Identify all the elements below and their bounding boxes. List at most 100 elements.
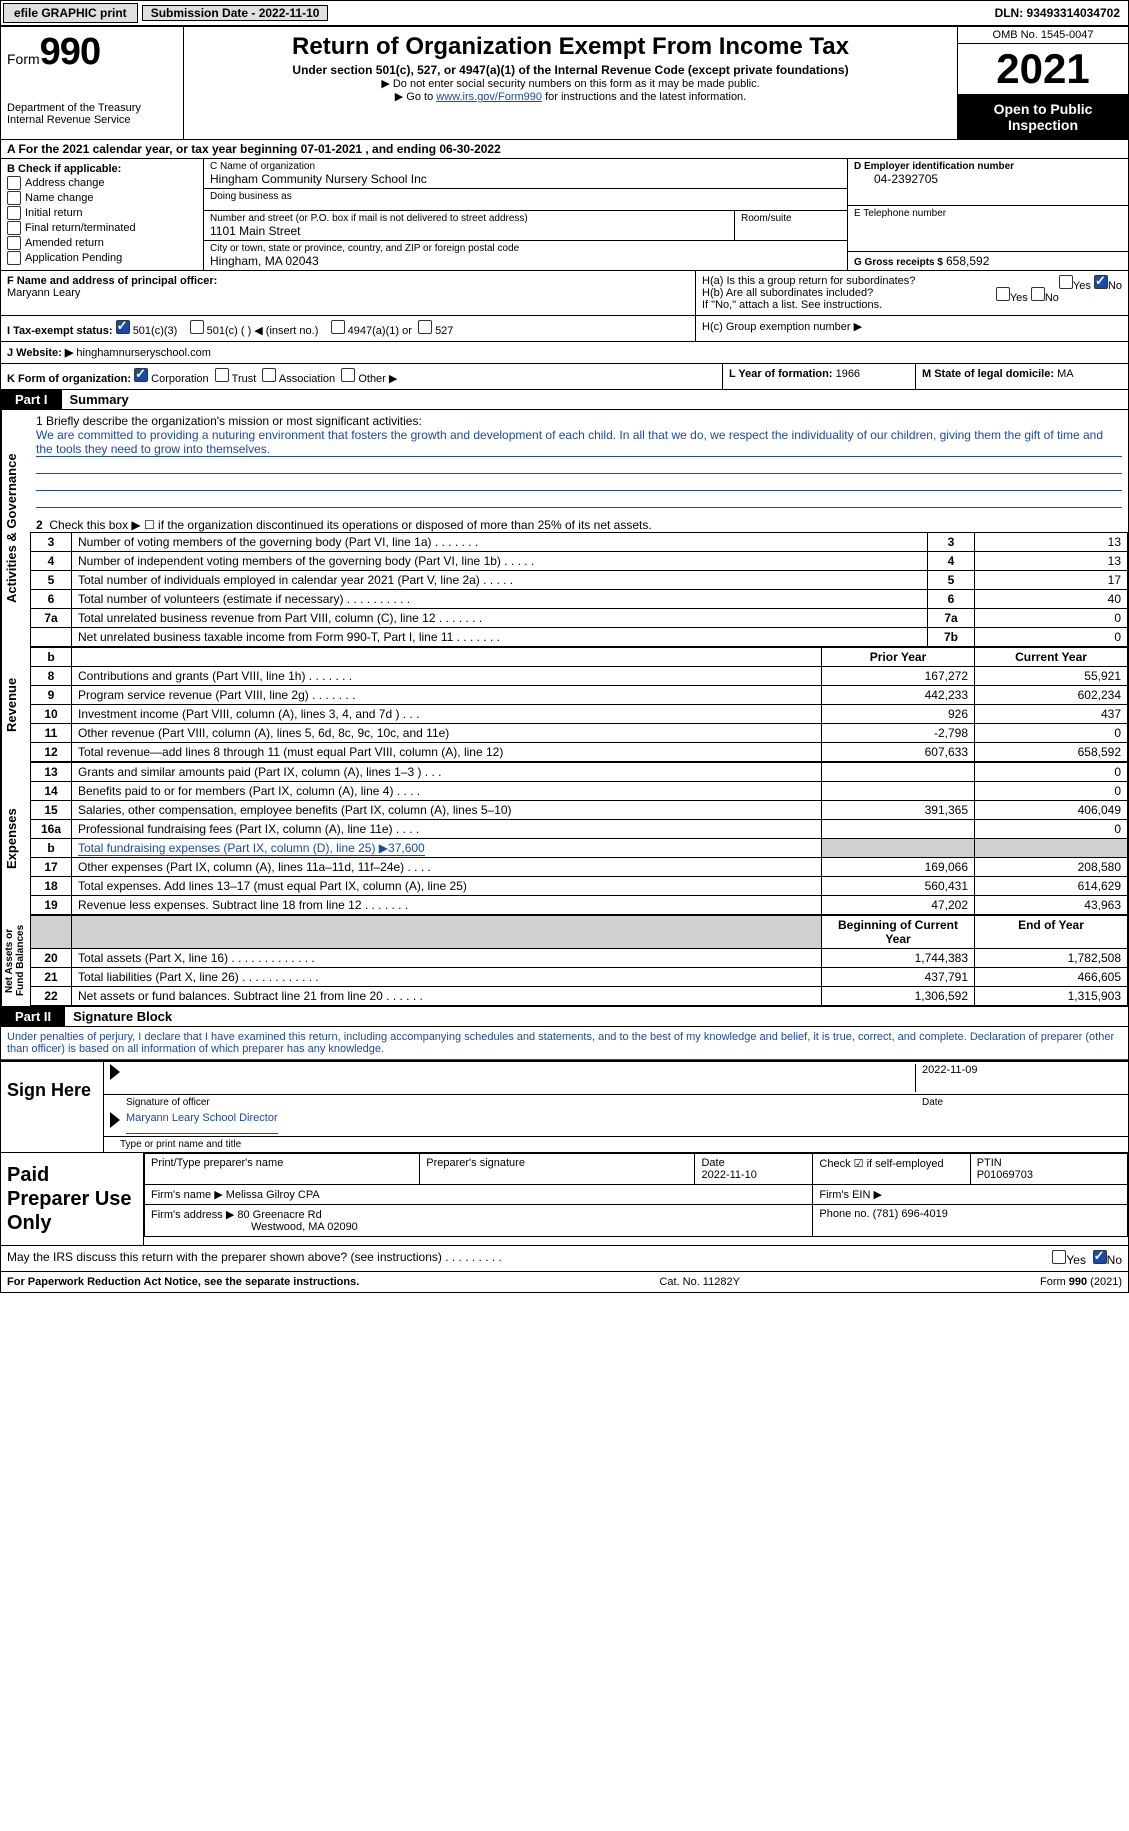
- form-title: Return of Organization Exempt From Incom…: [190, 33, 951, 61]
- governance-block: Activities & Governance 1 Briefly descri…: [1, 410, 1128, 647]
- section-b-header: B Check if applicable:: [7, 163, 197, 175]
- prep-date-label: Date: [701, 1157, 724, 1169]
- lbl-pending: Application Pending: [25, 252, 122, 264]
- prep-date: 2022-11-10: [701, 1169, 756, 1181]
- section-b: B Check if applicable: Address change Na…: [1, 159, 204, 270]
- footer-left: For Paperwork Reduction Act Notice, see …: [7, 1276, 359, 1288]
- chk-assoc[interactable]: [262, 368, 276, 382]
- sig-date-label: Date: [922, 1097, 1122, 1108]
- ha-yes[interactable]: [1059, 275, 1073, 289]
- city-value: Hingham, MA 02043: [210, 254, 841, 268]
- self-employed-check: Check ☑ if self-employed: [813, 1154, 970, 1185]
- discuss-text: May the IRS discuss this return with the…: [7, 1250, 1052, 1267]
- officer-h-row: F Name and address of principal officer:…: [1, 270, 1128, 315]
- section-f-label: F Name and address of principal officer:: [7, 275, 217, 287]
- street-label: Number and street (or P.O. box if mail i…: [210, 213, 728, 224]
- chk-527[interactable]: [418, 320, 432, 334]
- discuss-yes[interactable]: [1052, 1250, 1066, 1264]
- chk-4947[interactable]: [331, 320, 345, 334]
- section-d: D Employer identification number 04-2392…: [847, 159, 1128, 270]
- firm-addr1: 80 Greenacre Rd: [237, 1209, 321, 1221]
- dba-label: Doing business as: [210, 191, 841, 202]
- officer-name: Maryann Leary: [7, 287, 80, 299]
- part1-bar: Part I Summary: [1, 389, 1128, 410]
- period-line: A For the 2021 calendar year, or tax yea…: [1, 140, 1128, 159]
- opt-527: 527: [435, 325, 453, 337]
- section-j-label: J Website: ▶: [7, 347, 73, 359]
- street-value: 1101 Main Street: [210, 224, 728, 238]
- form-container: efile GRAPHIC print Submission Date - 20…: [0, 0, 1129, 1293]
- underline-2: [36, 476, 1122, 491]
- chk-initial[interactable]: [7, 206, 21, 220]
- name-title-label: Type or print name and title: [104, 1137, 1128, 1152]
- firm-phone: (781) 696-4019: [873, 1208, 948, 1220]
- efile-print-button[interactable]: efile GRAPHIC print: [3, 3, 138, 23]
- submission-date: Submission Date - 2022-11-10: [142, 5, 329, 21]
- declaration-text: Under penalties of perjury, I declare th…: [1, 1027, 1128, 1060]
- governance-table: 3Number of voting members of the governi…: [30, 532, 1128, 647]
- chk-other[interactable]: [341, 368, 355, 382]
- gross-label: G Gross receipts $: [854, 257, 943, 268]
- sign-date: 2022-11-09: [915, 1064, 1122, 1092]
- entity-section: B Check if applicable: Address change Na…: [1, 159, 1128, 270]
- chk-amended[interactable]: [7, 236, 21, 250]
- officer-name-title: Maryann Leary School Director: [126, 1112, 278, 1134]
- lbl-initial: Initial return: [25, 207, 82, 219]
- part2-title: Signature Block: [65, 1009, 172, 1024]
- hb-yes[interactable]: [996, 287, 1010, 301]
- note-ssn: ▶ Do not enter social security numbers o…: [190, 77, 951, 90]
- netassets-block: Net Assets orFund Balances Beginning of …: [1, 915, 1128, 1006]
- vtab-expenses: Expenses: [1, 762, 30, 915]
- chk-corp[interactable]: [134, 368, 148, 382]
- footer: For Paperwork Reduction Act Notice, see …: [1, 1271, 1128, 1292]
- gross-value: 658,592: [946, 254, 989, 268]
- ptin-value: P01069703: [977, 1169, 1033, 1181]
- line2-text: 2 Check this box ▶ ☐ if the organization…: [30, 514, 1128, 532]
- chk-501c[interactable]: [190, 320, 204, 334]
- opt-other: Other ▶: [358, 373, 397, 385]
- footer-center: Cat. No. 11282Y: [659, 1276, 740, 1288]
- phone-label: E Telephone number: [854, 208, 1122, 219]
- state-domicile: MA: [1057, 368, 1074, 380]
- chk-name[interactable]: [7, 191, 21, 205]
- vtab-netassets: Net Assets orFund Balances: [1, 915, 30, 1006]
- mission-text: We are committed to providing a nuturing…: [36, 428, 1122, 457]
- arrow-icon-2: [110, 1112, 120, 1128]
- footer-right: Form 990 (2021): [1040, 1276, 1122, 1288]
- vtab-governance: Activities & Governance: [1, 410, 30, 647]
- underline-1: [36, 459, 1122, 474]
- print-name-label: Print/Type preparer's name: [145, 1154, 420, 1185]
- discuss-no[interactable]: [1093, 1250, 1107, 1264]
- header-left: Form990 Department of the Treasury Inter…: [1, 27, 184, 139]
- lbl-amended: Amended return: [25, 237, 104, 249]
- revenue-table: bPrior YearCurrent Year 8Contributions a…: [30, 647, 1128, 762]
- part2-label: Part II: [1, 1007, 65, 1026]
- firm-ein-label: Firm's EIN ▶: [813, 1185, 1128, 1205]
- org-form-row: K Form of organization: Corporation Trus…: [1, 363, 1128, 389]
- chk-final[interactable]: [7, 221, 21, 235]
- firm-name: Melissa Gilroy CPA: [226, 1189, 320, 1201]
- prep-sig-label: Preparer's signature: [420, 1154, 695, 1185]
- dln-label: DLN: 93493314034702: [995, 6, 1128, 20]
- hb-no[interactable]: [1031, 287, 1045, 301]
- topbar: efile GRAPHIC print Submission Date - 20…: [1, 1, 1128, 27]
- chk-pending[interactable]: [7, 251, 21, 265]
- room-label: Room/suite: [741, 213, 841, 224]
- paid-preparer-label: Paid Preparer Use Only: [1, 1153, 144, 1245]
- ha-no[interactable]: [1094, 275, 1108, 289]
- opt-501c3: 501(c)(3): [133, 325, 178, 337]
- expenses-block: Expenses 13Grants and similar amounts pa…: [1, 762, 1128, 915]
- arrow-icon: [110, 1064, 120, 1080]
- dept-treasury: Department of the Treasury: [7, 102, 177, 114]
- firm-phone-label: Phone no.: [819, 1208, 869, 1220]
- chk-trust[interactable]: [215, 368, 229, 382]
- irs-link[interactable]: www.irs.gov/Form990: [436, 91, 542, 103]
- chk-address[interactable]: [7, 176, 21, 190]
- chk-501c3[interactable]: [116, 320, 130, 334]
- website-row: J Website: ▶ hinghamnurseryschool.com: [1, 341, 1128, 363]
- lbl-name-change: Name change: [25, 192, 94, 204]
- website-value: hinghamnurseryschool.com: [76, 347, 211, 359]
- irs-label: Internal Revenue Service: [7, 114, 177, 126]
- part1-title: Summary: [62, 392, 129, 407]
- hb-note: If "No," attach a list. See instructions…: [702, 299, 1122, 311]
